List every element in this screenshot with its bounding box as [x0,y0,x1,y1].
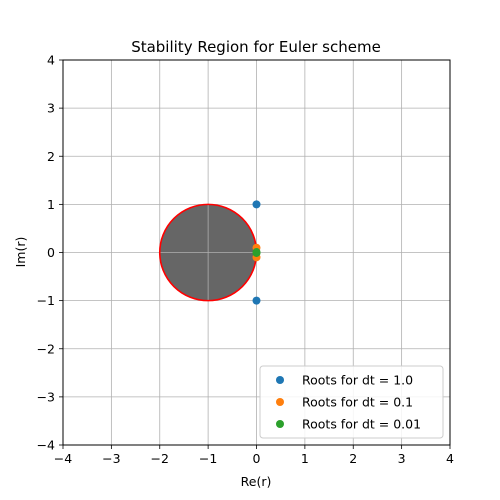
x-tick-label: −2 [151,451,169,466]
legend-marker [276,376,284,384]
y-tick-label: −4 [37,438,55,453]
root-point-series-0 [252,200,261,209]
x-tick-label: −4 [54,451,72,466]
axis-ticks: −4 −3 −2 −1 0 1 2 3 4 −4 −3 −2 −1 0 1 2 3 4 [37,53,454,467]
legend-label: Roots for dt = 0.01 [302,417,421,432]
root-point-series-0 [252,296,261,305]
y-tick-label: 4 [47,53,55,68]
root-point-series-2 [252,248,261,257]
x-tick-label: −3 [102,451,120,466]
legend-label: Roots for dt = 1.0 [302,373,413,388]
y-tick-label: −3 [37,389,55,404]
y-tick-label: 0 [47,245,55,260]
y-tick-label: 3 [47,101,55,116]
legend-marker [276,420,284,428]
x-tick-label: 0 [253,451,261,466]
y-tick-label: 1 [47,197,55,212]
legend: Roots for dt = 1.0 Roots for dt = 0.1 Root… [259,365,444,439]
y-tick-label: −2 [37,341,55,356]
root-points [252,200,261,305]
x-axis-label: Re(r) [241,474,272,489]
y-tick-label: 2 [47,149,55,164]
stability-region [158,203,258,302]
x-tick-label: 4 [446,451,454,466]
x-tick-label: −1 [199,451,217,466]
y-tick-label: −1 [37,293,55,308]
chart-title: Stability Region for Euler scheme [131,38,381,56]
x-tick-label: 1 [301,451,309,466]
legend-marker [276,398,284,406]
y-axis-label: Im(r) [13,237,28,268]
x-tick-label: 2 [349,451,357,466]
x-tick-label: 3 [398,451,406,466]
legend-box [259,365,444,439]
legend-label: Roots for dt = 0.1 [302,395,413,410]
